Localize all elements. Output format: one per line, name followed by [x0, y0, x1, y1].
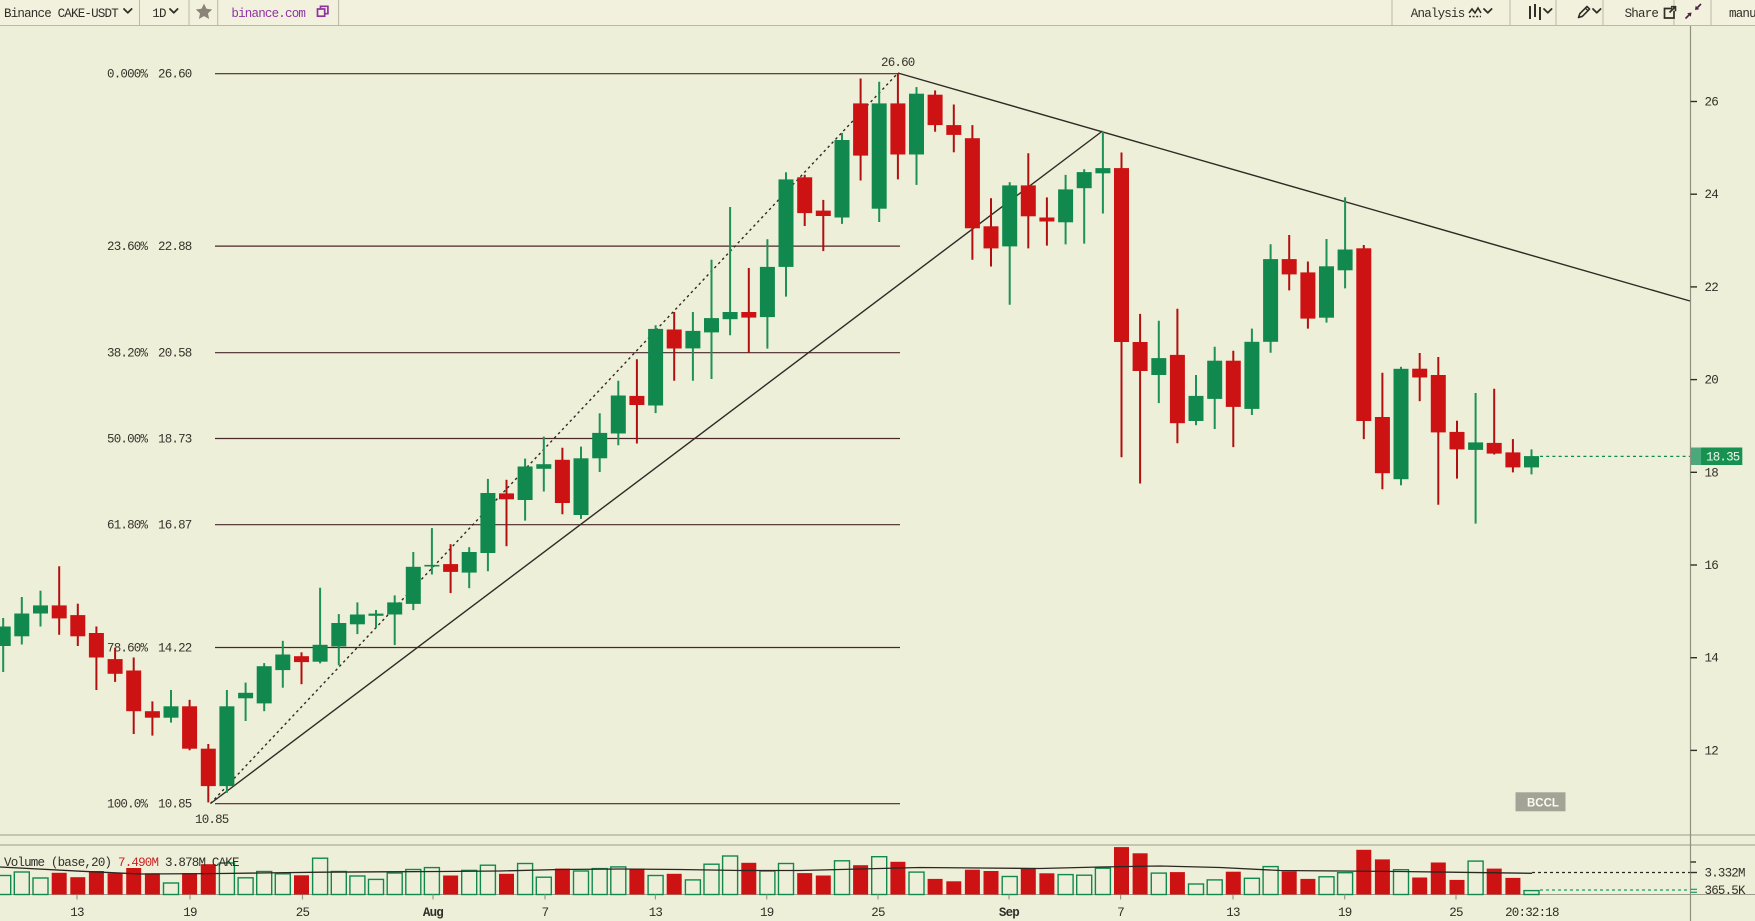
svg-text:50.00%: 50.00%	[107, 433, 149, 447]
svg-text:25: 25	[296, 906, 310, 920]
svg-text:25: 25	[1449, 906, 1463, 920]
svg-text:26.60: 26.60	[881, 56, 915, 70]
svg-text:22.88: 22.88	[158, 240, 192, 254]
svg-text:61.80%: 61.80%	[107, 519, 149, 533]
svg-text:manu: manu	[1729, 7, 1755, 21]
svg-text:365.5K: 365.5K	[1705, 884, 1747, 898]
svg-text:19: 19	[183, 906, 197, 920]
svg-text:Binance CAKE-USDT: Binance CAKE-USDT	[4, 7, 119, 21]
svg-text:1D: 1D	[152, 7, 166, 21]
svg-text:23.60%: 23.60%	[107, 240, 149, 254]
svg-text:20:32:18: 20:32:18	[1505, 906, 1559, 920]
svg-text:18.73: 18.73	[158, 433, 192, 447]
svg-text:20: 20	[1705, 374, 1719, 388]
svg-text:26: 26	[1705, 96, 1719, 110]
svg-text:Aug: Aug	[423, 906, 443, 920]
svg-text:13: 13	[1226, 906, 1240, 920]
svg-text:14: 14	[1705, 652, 1719, 666]
svg-text:7: 7	[1117, 906, 1124, 920]
svg-text:19: 19	[1338, 906, 1352, 920]
svg-text:BCCL: BCCL	[1527, 797, 1559, 809]
svg-text:3.332M: 3.332M	[1705, 867, 1746, 881]
svg-text:24: 24	[1705, 188, 1719, 202]
svg-text:7: 7	[542, 906, 549, 920]
svg-text:0.000%: 0.000%	[107, 68, 149, 82]
svg-text:16: 16	[1705, 559, 1719, 573]
svg-text:3.878M CAKE: 3.878M CAKE	[165, 856, 239, 870]
svg-text:Share: Share	[1625, 7, 1659, 21]
svg-text:22: 22	[1705, 281, 1719, 295]
svg-text:10.85: 10.85	[158, 798, 192, 812]
svg-text:Sep: Sep	[999, 906, 1019, 920]
svg-text:binance.com: binance.com	[231, 7, 305, 21]
svg-text:Volume (base,20): Volume (base,20)	[4, 856, 111, 870]
svg-text:14.22: 14.22	[158, 642, 192, 656]
svg-text:18: 18	[1705, 466, 1719, 480]
svg-text:78.60%: 78.60%	[107, 642, 149, 656]
svg-text:25: 25	[871, 906, 885, 920]
svg-text:38.20%: 38.20%	[107, 347, 149, 361]
svg-text:Analysis: Analysis	[1411, 7, 1465, 21]
svg-text:26.60: 26.60	[158, 68, 192, 82]
svg-text:10.85: 10.85	[195, 813, 229, 827]
svg-text:100.0%: 100.0%	[107, 798, 149, 812]
svg-text:16.87: 16.87	[158, 519, 192, 533]
svg-text:7.490M: 7.490M	[118, 856, 159, 870]
svg-text:13: 13	[70, 906, 84, 920]
svg-text:13: 13	[649, 906, 663, 920]
svg-text:20.58: 20.58	[158, 347, 192, 361]
svg-text:19: 19	[760, 906, 774, 920]
svg-text:18.35: 18.35	[1706, 451, 1740, 465]
svg-text:12: 12	[1705, 744, 1719, 758]
